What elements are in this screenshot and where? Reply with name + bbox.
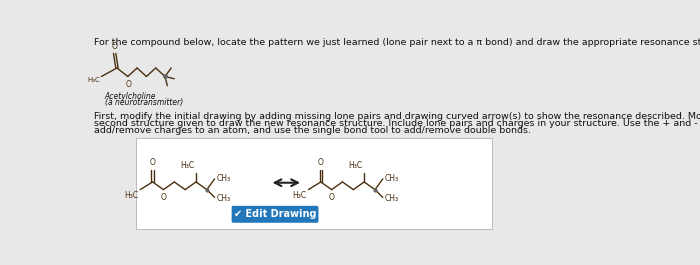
FancyBboxPatch shape [232, 206, 318, 223]
Text: O: O [125, 80, 132, 89]
Text: CH₃: CH₃ [216, 174, 230, 183]
Text: First, modify the initial drawing by adding missing lone pairs and drawing curve: First, modify the initial drawing by add… [94, 112, 700, 121]
Text: second structure given to draw the new resonance structure. Include lone pairs a: second structure given to draw the new r… [94, 119, 700, 128]
Text: ✔ Edit Drawing: ✔ Edit Drawing [234, 209, 316, 219]
Text: H₃C: H₃C [293, 191, 307, 200]
Text: O: O [160, 193, 167, 202]
Text: add/remove charges to an atom, and use the single bond tool to add/remove double: add/remove charges to an atom, and use t… [94, 126, 531, 135]
Text: CH₃: CH₃ [216, 194, 230, 203]
Text: Acetylcholine: Acetylcholine [104, 92, 156, 101]
Text: H₃C: H₃C [181, 161, 195, 170]
Text: O: O [318, 158, 323, 167]
Text: (a neurotransmitter): (a neurotransmitter) [104, 98, 183, 107]
Text: O: O [150, 158, 155, 167]
Text: H₃C: H₃C [349, 161, 363, 170]
Text: H₃C: H₃C [88, 77, 100, 83]
Text: O: O [329, 193, 335, 202]
Text: For the compound below, locate the pattern we just learned (lone pair next to a : For the compound below, locate the patte… [94, 38, 700, 47]
FancyBboxPatch shape [136, 138, 492, 229]
Text: CH₃: CH₃ [384, 194, 398, 203]
Text: CH₃: CH₃ [384, 174, 398, 183]
Text: O: O [112, 42, 118, 51]
Text: H₃C: H₃C [125, 191, 139, 200]
